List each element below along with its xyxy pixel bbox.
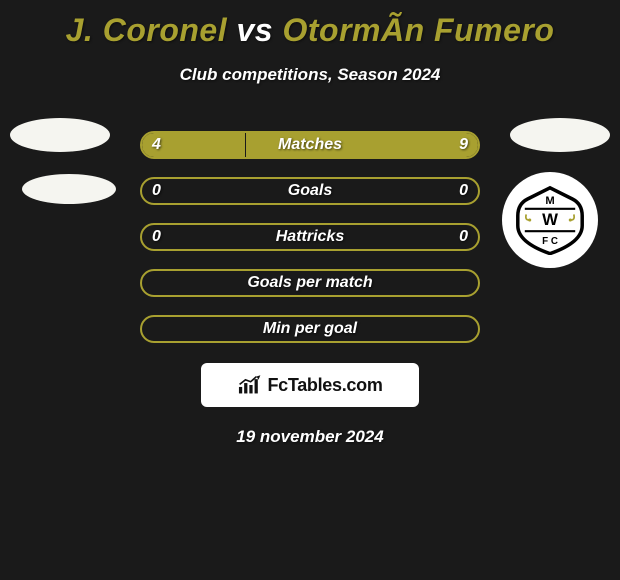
stat-label: Min per goal	[142, 317, 478, 341]
stat-value-right: 0	[459, 171, 468, 211]
stat-value-left: 4	[152, 125, 161, 165]
stat-bar-track: Min per goal	[140, 315, 480, 343]
stat-value-right: 9	[459, 125, 468, 165]
stat-label: Goals	[142, 179, 478, 203]
date-label: 19 november 2024	[0, 427, 620, 447]
stat-row: Hattricks0 0	[0, 217, 620, 263]
chart-icon	[237, 375, 263, 395]
player-2-name: OtormÃ­n Fumero	[282, 12, 554, 48]
vs-separator: vs	[227, 12, 282, 48]
comparison-title: J. Coronel vs OtormÃ­n Fumero	[0, 0, 620, 49]
stat-bar-track: Matches	[140, 131, 480, 159]
stat-value-left: 0	[152, 171, 161, 211]
stat-bar-track: Goals per match	[140, 269, 480, 297]
stat-value-left: 0	[152, 217, 161, 257]
stat-bar-fill-right	[246, 133, 479, 157]
stat-row: Matches4 9	[0, 125, 620, 171]
stat-row: Goals per match	[0, 263, 620, 309]
stat-bar-track: Hattricks	[140, 223, 480, 251]
brand-text: FcTables.com	[267, 375, 382, 396]
stat-bar-track: Goals	[140, 177, 480, 205]
subtitle: Club competitions, Season 2024	[0, 65, 620, 85]
stat-row: Min per goal	[0, 309, 620, 355]
stat-label: Hattricks	[142, 225, 478, 249]
player-1-name: J. Coronel	[66, 12, 227, 48]
stat-value-right: 0	[459, 217, 468, 257]
stat-label: Goals per match	[142, 271, 478, 295]
stat-row: Goals0 0	[0, 171, 620, 217]
brand-box: FcTables.com	[201, 363, 419, 407]
stats-container: Matches49Goals00Hattricks00Goals per mat…	[0, 125, 620, 355]
